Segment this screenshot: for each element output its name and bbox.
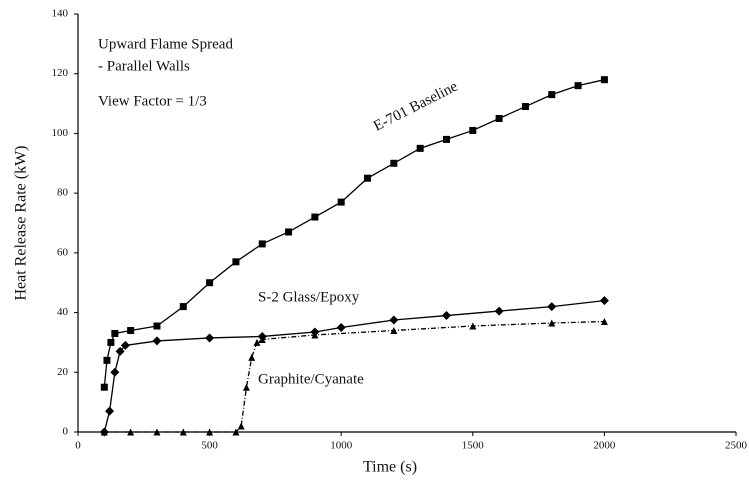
marker [258, 240, 266, 248]
marker [311, 331, 319, 339]
marker [105, 406, 115, 416]
marker [110, 367, 120, 377]
x-tick-label: 500 [201, 440, 218, 452]
marker [127, 428, 135, 436]
marker [337, 198, 345, 206]
marker [441, 311, 451, 321]
y-axis-title: Heat Release Rate (kW) [13, 145, 30, 300]
x-tick-label: 0 [75, 440, 81, 452]
marker [469, 126, 477, 134]
series-label: Graphite/Cyanate [258, 371, 364, 387]
y-tick-label: 40 [57, 306, 69, 318]
marker [100, 428, 108, 436]
marker [100, 383, 108, 391]
marker [364, 174, 372, 182]
y-tick-label: 0 [63, 426, 69, 438]
marker [311, 213, 319, 221]
x-tick-label: 2500 [725, 440, 748, 452]
series-label: S-2 Glass/Epoxy [258, 289, 360, 305]
marker [237, 422, 245, 430]
y-tick-label: 60 [57, 246, 69, 258]
marker [120, 340, 130, 350]
marker [103, 356, 111, 364]
y-tick-label: 100 [52, 127, 69, 139]
series-line [104, 320, 605, 433]
x-tick-label: 1000 [330, 440, 353, 452]
marker [469, 322, 477, 330]
marker [495, 115, 503, 122]
marker [494, 306, 504, 316]
marker [547, 302, 557, 312]
y-tick-label: 80 [57, 187, 69, 199]
marker [390, 159, 398, 167]
marker [242, 383, 250, 391]
annotation: Upward Flame Spread [98, 36, 233, 52]
marker [389, 315, 399, 325]
marker [285, 228, 293, 236]
marker [521, 103, 529, 111]
marker [390, 326, 398, 334]
y-tick-label: 20 [57, 366, 69, 378]
marker [248, 353, 256, 361]
marker [574, 82, 582, 90]
marker [206, 279, 214, 287]
marker [127, 326, 135, 334]
marker [600, 76, 608, 84]
marker [206, 428, 214, 436]
marker [179, 428, 187, 436]
x-axis-title: Time (s) [363, 459, 417, 476]
marker [232, 258, 240, 266]
marker [205, 333, 215, 343]
marker [179, 303, 187, 311]
marker [153, 428, 161, 436]
x-tick-label: 2000 [593, 440, 616, 452]
marker [253, 338, 261, 346]
marker [548, 319, 556, 327]
x-tick-label: 1500 [462, 440, 485, 452]
marker [115, 346, 125, 356]
y-tick-label: 140 [52, 8, 69, 20]
marker [111, 329, 119, 337]
marker [258, 335, 266, 343]
marker [600, 318, 608, 326]
marker [442, 135, 450, 143]
marker [232, 428, 240, 436]
y-tick-label: 120 [52, 67, 69, 79]
series-label: E-701 Baseline [371, 78, 461, 134]
marker [336, 323, 346, 332]
series-line [103, 79, 605, 388]
marker [107, 338, 115, 346]
marker [548, 91, 556, 99]
annotation: - Parallel Walls [98, 58, 190, 74]
annotation: View Factor = 1/3 [98, 93, 207, 109]
marker [599, 296, 609, 306]
series-line [103, 299, 605, 433]
marker [416, 144, 424, 152]
marker [152, 336, 162, 346]
marker [153, 322, 161, 330]
